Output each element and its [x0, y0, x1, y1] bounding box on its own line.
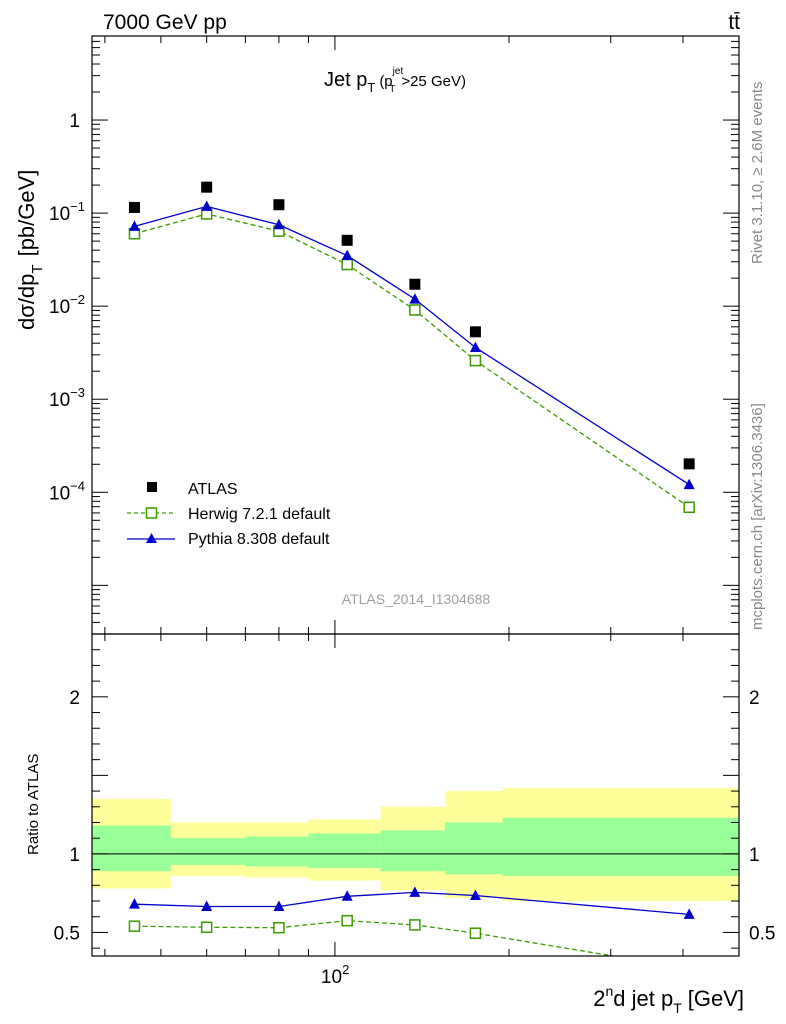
- atlas-point: [683, 458, 695, 470]
- header-process-label: tt̄: [728, 11, 740, 34]
- main-y-tick-labels: 1 10−1 10−2 10−3 10−4: [49, 111, 85, 504]
- legend: ATLAS Herwig 7.2.1 default Pythia 8.308 …: [127, 481, 331, 548]
- pythia-point: [201, 200, 213, 211]
- main-panel: 1 10−1 10−2 10−3 10−4 Jet pT (pjet T >25 GeV) d…: [14, 35, 740, 635]
- main-series: [128, 181, 695, 514]
- y-tick-label: 10−1: [49, 199, 85, 225]
- ratio-series: [128, 886, 695, 956]
- ratio-herwig-point: [128, 920, 141, 932]
- ratio-y-tick-label-right: 0.5: [749, 923, 775, 944]
- mcplots-label: mcplots.cern.ch [arXiv:1306.3436]: [749, 403, 766, 630]
- atlas-point: [409, 278, 421, 290]
- ratio-y-tick-label-right: 1: [749, 845, 760, 866]
- pythia-point: [273, 218, 285, 230]
- ratio-band-inner: [170, 838, 246, 865]
- ratio-pythia-point: [128, 898, 140, 909]
- legend-marker-herwig: [145, 507, 158, 519]
- analysis-watermark: ATLAS_2014_I1304688: [342, 591, 491, 607]
- atlas-point: [128, 201, 140, 213]
- ratio-band-inner: [308, 833, 381, 869]
- herwig-line: [134, 213, 690, 508]
- ratio-pythia-point: [469, 889, 481, 901]
- ratio-uncertainty-bands: [92, 787, 739, 902]
- legend-label-pythia: Pythia 8.308 default: [188, 531, 330, 548]
- herwig-point: [469, 354, 482, 367]
- ratio-band-inner: [380, 830, 445, 872]
- x-tick-label: 102: [321, 962, 349, 988]
- ratio-y-tick-label-left: 0.5: [54, 923, 80, 944]
- legend-entry-herwig: Herwig 7.2.1 default: [127, 506, 331, 523]
- atlas-point: [469, 326, 481, 338]
- ratio-pythia-point: [409, 886, 421, 897]
- legend-entry-pythia: Pythia 8.308 default: [127, 531, 330, 548]
- ratio-band-inner: [502, 817, 739, 876]
- ratio-y-tick-label-left: 1: [69, 845, 80, 866]
- pythia-point: [683, 478, 695, 490]
- y-tick-label: 10−2: [49, 292, 85, 318]
- ratio-pythia-point: [273, 900, 285, 912]
- rivet-version-label: Rivet 3.1.10, ≥ 2.6M events: [749, 82, 766, 265]
- x-axis-label: 2nd jet pT [GeV]: [593, 983, 744, 1016]
- pythia-line: [134, 205, 690, 486]
- ratio-ticks: [92, 634, 740, 956]
- legend-marker-pythia: [146, 533, 157, 543]
- legend-marker-atlas: [147, 482, 157, 492]
- ratio-herwig-point: [341, 914, 353, 927]
- y-tick-label: 10−4: [49, 478, 85, 504]
- pythia-point: [341, 249, 353, 261]
- ratio-band-inner: [245, 836, 309, 867]
- legend-entry-atlas: ATLAS: [147, 481, 238, 498]
- y-tick-label: 1: [69, 111, 80, 132]
- ratio-plot-frame: [91, 633, 740, 957]
- herwig-point: [683, 501, 695, 514]
- ratio-pythia-point: [341, 890, 353, 901]
- atlas-point: [273, 199, 285, 211]
- header-energy-label: 7000 GeV pp: [103, 11, 227, 34]
- ratio-herwig-point: [200, 921, 213, 934]
- legend-label-herwig: Herwig 7.2.1 default: [188, 506, 331, 523]
- ratio-y-tick-labels: 0.5 0.5 1 1 2 2: [54, 688, 776, 945]
- ratio-panel: 0.5 0.5 1 1 2 2 Ratio to ATLAS 102 2nd jet pT…: [25, 633, 776, 1016]
- ratio-herwig-point: [409, 919, 421, 931]
- ratio-herwig-point: [273, 921, 285, 934]
- pythia-point: [409, 293, 421, 304]
- atlas-point: [201, 181, 213, 193]
- ratio-band-inner: [92, 825, 171, 872]
- pythia-point: [128, 220, 140, 231]
- herwig-point: [409, 304, 421, 316]
- main-y-axis-label: dσ/dpT[pb/GeV]: [14, 170, 46, 330]
- ratio-band-inner: [444, 822, 503, 875]
- y-tick-label: 10−3: [49, 385, 85, 411]
- atlas-point: [341, 234, 353, 246]
- ratio-herwig-point: [469, 927, 482, 939]
- ratio-y-axis-label: Ratio to ATLAS: [25, 754, 42, 855]
- ratio-y-tick-label-left: 2: [69, 688, 80, 709]
- ratio-pythia-point: [201, 900, 213, 912]
- x-tick-labels: 102: [321, 962, 349, 988]
- pythia-point: [469, 341, 481, 352]
- herwig-point: [341, 258, 353, 271]
- legend-label-atlas: ATLAS: [188, 481, 238, 498]
- main-title: Jet pT (pjet T >25 GeV): [324, 66, 466, 95]
- ratio-y-tick-label-right: 2: [749, 688, 760, 709]
- ratio-pythia-point: [683, 908, 695, 919]
